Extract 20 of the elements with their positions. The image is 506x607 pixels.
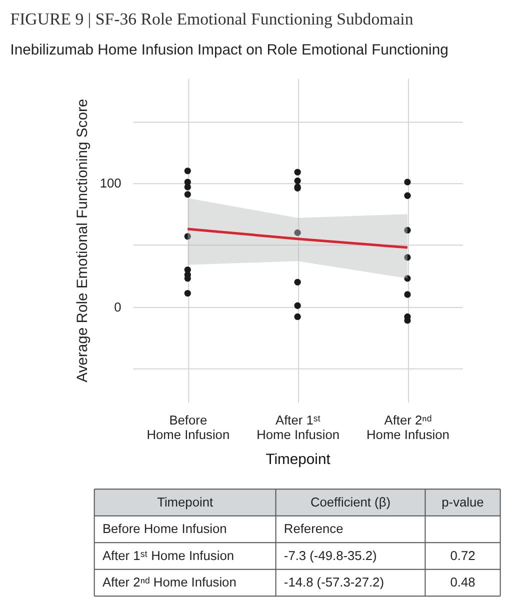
text: -7.3 (-49.8-35.2) xyxy=(284,548,377,563)
text: 0.72 xyxy=(450,548,476,563)
text: Coefficient (β) xyxy=(310,494,391,510)
text: 0.48 xyxy=(450,574,476,590)
text: Before Home Infusion xyxy=(102,521,227,536)
x-tick-label: After 1ˢᵗ Home Infusion xyxy=(256,412,340,442)
chart-title: FIGURE 9 | SF-36 Role Emotional Functioning Subdomain xyxy=(10,10,414,29)
text: Timepoint xyxy=(157,494,214,510)
text: Reference xyxy=(284,521,344,536)
y-tick-label: 100 xyxy=(100,176,122,191)
y-axis-title: Average Role Emotional Functioning Score xyxy=(74,98,91,382)
x-axis-title: Timepoint xyxy=(266,452,332,468)
y-tick-label: 0 xyxy=(114,299,122,314)
text: After 1ˢᵗ Home Infusion xyxy=(102,548,234,563)
text: After 2ⁿᵈ Home Infusion xyxy=(102,574,236,590)
chart-subtitle: Inebilizumab Home Infusion Impact on Role Emotional Functioning xyxy=(10,42,448,58)
x-tick-label: Before Home Infusion xyxy=(146,412,230,442)
text: -14.8 (-57.3-27.2) xyxy=(284,574,384,590)
text: p-value xyxy=(442,494,484,510)
x-tick-label: After 2ⁿᵈ Home Infusion xyxy=(366,412,450,442)
